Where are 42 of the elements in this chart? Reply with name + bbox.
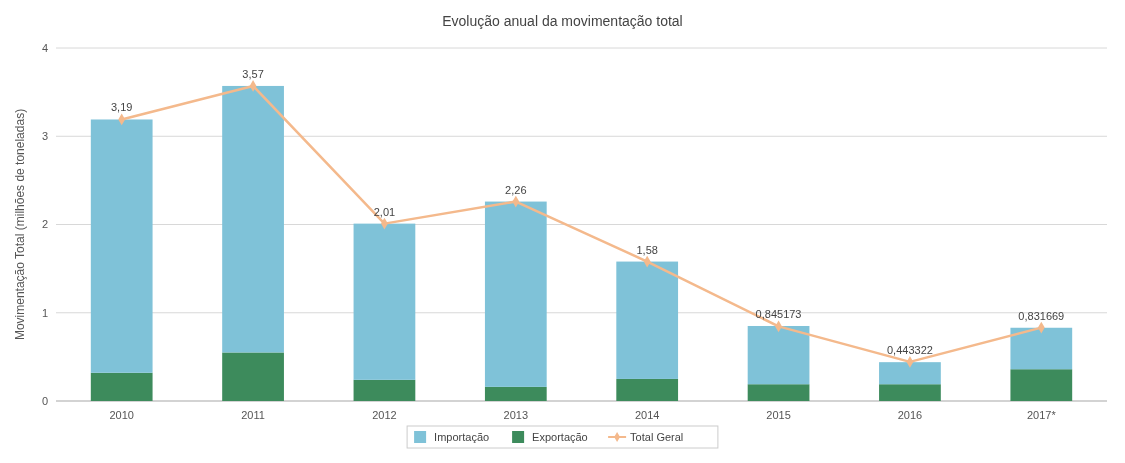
- bar: [879, 384, 941, 401]
- legend-label: Total Geral: [630, 430, 684, 443]
- chart-title: Evolução anual da movimentação total: [442, 13, 683, 29]
- bar: [90, 372, 153, 401]
- y-axis-title: Movimentação Total (milhões de toneladas): [13, 108, 27, 341]
- x-tick-label: 2011: [241, 409, 265, 421]
- bar: [616, 261, 679, 379]
- bar: [484, 386, 547, 401]
- x-tick-label: 2017*: [1026, 409, 1057, 421]
- y-tick-label: 3: [41, 130, 48, 143]
- data-label: 2,01: [373, 205, 396, 218]
- bar: [222, 352, 284, 401]
- bar: [1010, 369, 1073, 401]
- bar: [90, 119, 153, 373]
- y-tick-label: 2: [41, 218, 48, 231]
- bar: [616, 378, 679, 401]
- legend-label: Exportação: [532, 430, 588, 443]
- data-label: 0,845173: [755, 308, 802, 321]
- data-label: 0,443322: [886, 343, 933, 356]
- bar: [1010, 327, 1073, 370]
- bar: [222, 85, 284, 353]
- bar: [484, 201, 547, 387]
- x-tick-label: 2014: [634, 409, 660, 421]
- data-label: 3,57: [242, 67, 264, 80]
- legend-label: Importação: [434, 430, 490, 443]
- bar: [747, 325, 810, 385]
- y-tick-label: 0: [41, 394, 48, 407]
- data-label: 0,831669: [1018, 309, 1065, 322]
- bar: [353, 379, 416, 401]
- bar: [353, 223, 416, 380]
- x-tick-label: 2015: [766, 409, 791, 421]
- data-label: 1,58: [636, 243, 658, 256]
- data-label: 3,19: [110, 101, 133, 114]
- y-tick-label: 4: [41, 41, 48, 54]
- bar: [747, 384, 810, 401]
- bar: [879, 362, 941, 385]
- y-tick-label: 1: [41, 306, 48, 319]
- x-tick-label: 2012: [372, 409, 397, 421]
- data-label: 2,26: [505, 183, 527, 196]
- x-tick-label: 2010: [109, 409, 134, 421]
- x-tick-label: 2016: [897, 409, 923, 421]
- x-tick-label: 2013: [503, 409, 529, 421]
